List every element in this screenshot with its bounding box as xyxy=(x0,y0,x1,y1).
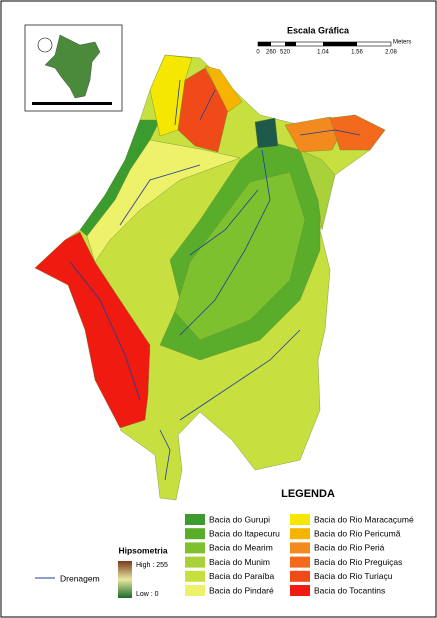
basin xyxy=(204,65,243,113)
legend-label: Bacia do Pindaré xyxy=(209,585,274,595)
bay xyxy=(254,117,279,149)
legend-label: Bacia do Gurupi xyxy=(209,514,270,524)
hypsometry-ramp xyxy=(118,561,132,598)
scale-tick-label: 1.56 xyxy=(351,50,363,56)
legend-swatch xyxy=(185,570,205,582)
legend-label: Bacia do Tocantins xyxy=(314,585,385,595)
legend-label: Bacia do Rio Turiaçu xyxy=(314,571,393,581)
scale-segment xyxy=(323,42,357,46)
drainage-label: Drenagem xyxy=(60,573,100,583)
legend-title: LEGENDA xyxy=(281,488,335,500)
river xyxy=(179,149,271,336)
scale-tick-label: 520 xyxy=(280,50,291,56)
scale-segment xyxy=(285,42,296,46)
legend-label: Bacia do Rio Periá xyxy=(314,543,385,553)
basin xyxy=(329,114,386,151)
basin xyxy=(174,171,306,341)
legend-swatch xyxy=(185,528,205,540)
legend-swatch xyxy=(290,542,310,554)
legend-swatch xyxy=(185,585,205,596)
scale-segment xyxy=(258,42,271,46)
scale-tick-label: 0 xyxy=(256,50,260,56)
basin xyxy=(177,67,229,153)
scale-tick-label: 260 xyxy=(266,50,277,56)
scale-unit: Meters xyxy=(393,40,411,46)
legend-label: Bacia do Mearim xyxy=(209,543,273,553)
river xyxy=(189,189,259,256)
basin xyxy=(86,139,241,263)
river xyxy=(69,261,141,401)
river xyxy=(179,329,301,421)
legend-label: Bacia do Munim xyxy=(209,557,270,567)
river xyxy=(174,79,181,126)
legend-swatch xyxy=(290,570,310,582)
legend-swatch xyxy=(185,556,205,568)
hypsometry-low: Low : 0 xyxy=(136,591,159,598)
legend-swatch xyxy=(185,514,205,525)
hypsometry-high: High : 255 xyxy=(136,562,168,569)
legend-swatch xyxy=(185,542,205,554)
rivers xyxy=(69,79,361,481)
legend-swatch xyxy=(290,585,310,596)
legend-label: Bacia do Rio Pericumã xyxy=(314,528,401,538)
legend-label: Bacia do Rio Preguiças xyxy=(314,557,402,567)
scale-title: Escala Gráfica xyxy=(287,25,350,35)
inset-scale xyxy=(32,102,112,105)
scale-tick-label: 1.04 xyxy=(317,50,329,56)
scale-tick-label: 2.08 xyxy=(385,50,397,56)
legend-swatch xyxy=(290,528,310,540)
river xyxy=(299,129,361,136)
legend-label: Bacia do Rio Maracaçumé xyxy=(314,514,414,524)
basin xyxy=(299,149,336,231)
basin xyxy=(34,231,151,429)
inset-map xyxy=(44,34,101,99)
legend-swatch xyxy=(290,514,310,525)
hypsometry-title: Hipsometria xyxy=(118,545,167,555)
legend-swatch xyxy=(290,556,310,568)
river xyxy=(199,89,216,121)
legend-label: Bacia do Itapecuru xyxy=(209,528,280,538)
river xyxy=(119,164,201,226)
basins xyxy=(34,54,386,501)
legend-label: Bacia do Paraíba xyxy=(209,571,274,581)
compass xyxy=(37,37,53,53)
river xyxy=(159,429,171,481)
